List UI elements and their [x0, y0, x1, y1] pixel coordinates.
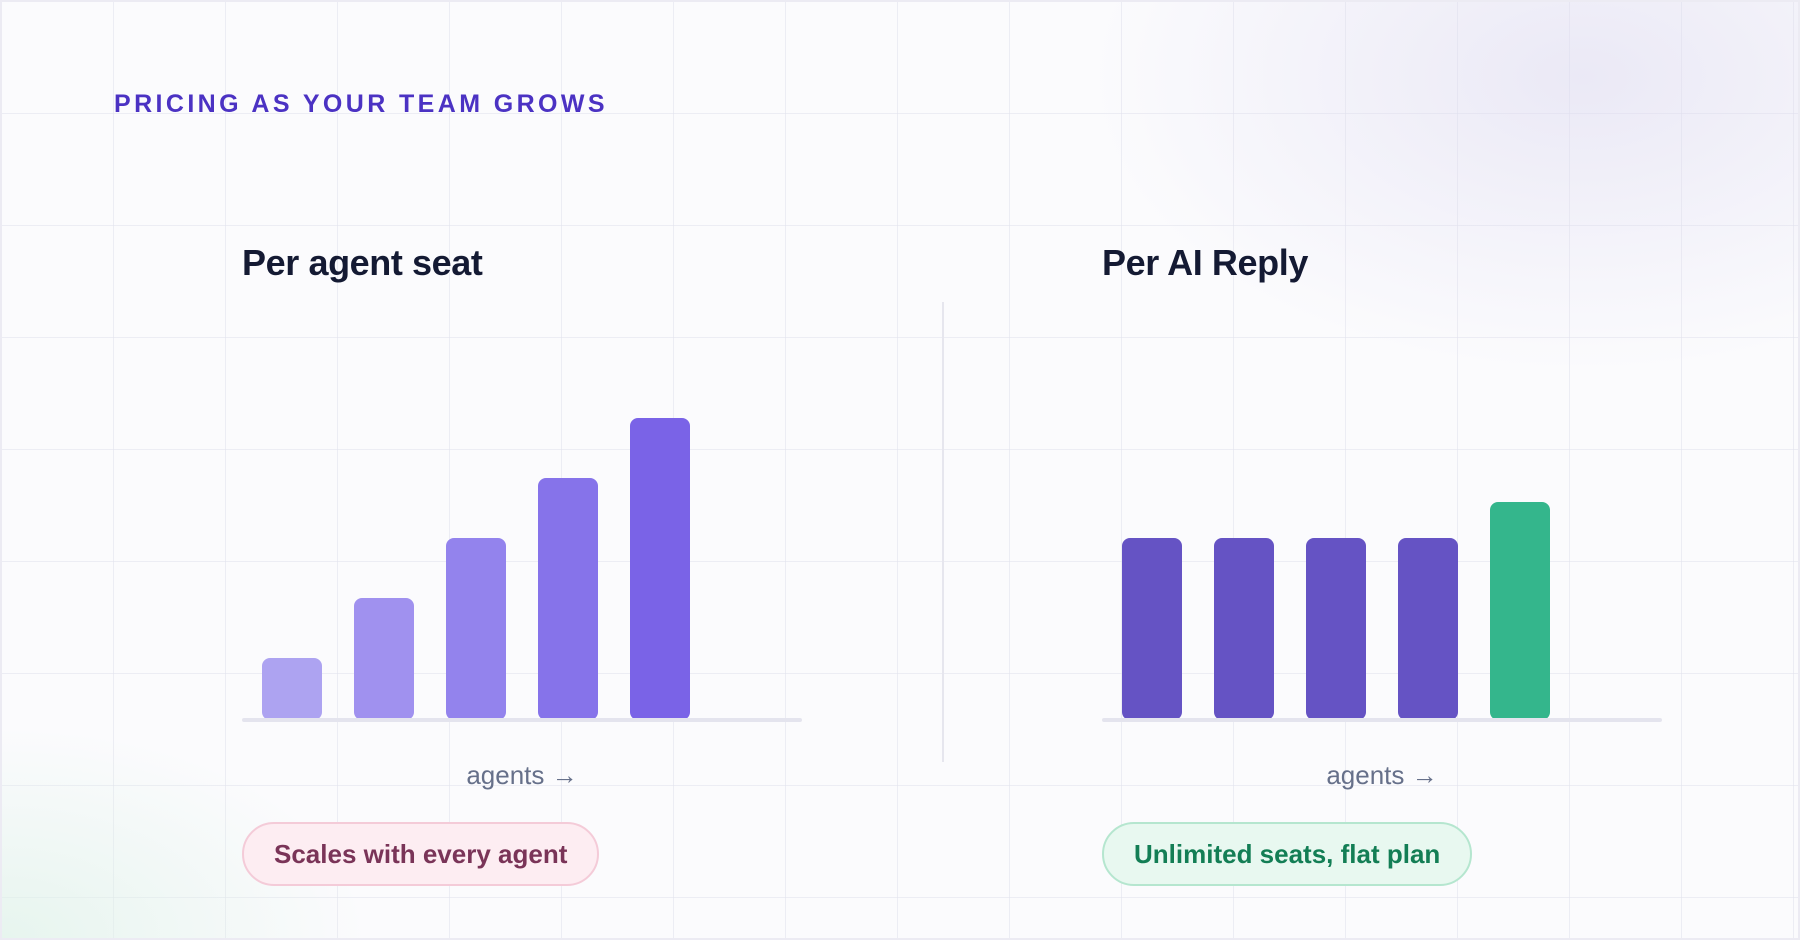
bar-3: [1306, 538, 1366, 720]
panel-per-agent-seat: Per agent seat agents → Scales with ever…: [242, 238, 942, 898]
bar-2: [1214, 538, 1274, 720]
x-axis-label: agents →: [466, 760, 578, 790]
badge-scales-with-agent: Scales with every agent: [242, 822, 600, 886]
bar-4: [538, 478, 598, 720]
bar-5: [630, 418, 690, 720]
bar-3: [446, 538, 506, 720]
chart-title: Per agent seat: [242, 242, 483, 283]
x-axis-label: agents →: [1326, 760, 1438, 790]
bar-1: [1122, 538, 1182, 720]
section-eyebrow: PRICING AS YOUR TEAM GROWS: [114, 90, 608, 118]
bar-2: [354, 598, 414, 720]
bar-chart-per-agent-seat: [242, 418, 802, 722]
bar-1: [262, 658, 322, 720]
bar-chart-per-ai-reply: [1102, 502, 1662, 722]
panel-per-ai-reply: Per AI Reply agents → Unlimited seats, f…: [1102, 238, 1800, 898]
badge-unlimited-seats: Unlimited seats, flat plan: [1102, 822, 1473, 886]
panel-divider: [942, 302, 944, 762]
bar-4: [1398, 538, 1458, 720]
x-axis-baseline: [242, 718, 802, 722]
bar-5: [1490, 502, 1550, 720]
x-axis-baseline: [1102, 718, 1662, 722]
chart-title: Per AI Reply: [1102, 242, 1308, 283]
